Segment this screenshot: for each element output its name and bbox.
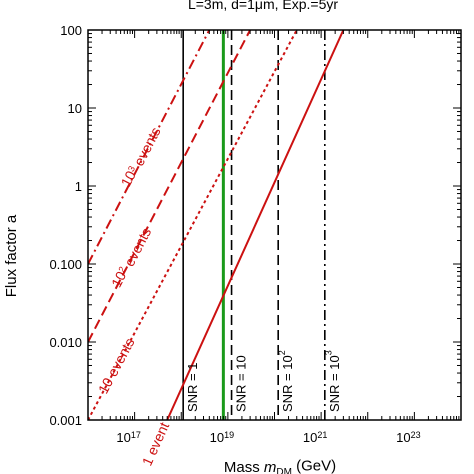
series-label-1: 10 events: [95, 335, 138, 396]
x-axis-label: Mass mDM (GeV): [224, 458, 336, 474]
x-tick-label: 1019: [210, 430, 234, 445]
y-tick-label: 1: [75, 179, 82, 194]
series-label-3: 103 events: [117, 124, 163, 191]
axis-ticks: 100 10 1 0.100 0.010 0.001 1017 1019 1021 1023: [49, 23, 462, 445]
series-line-3: [88, 30, 211, 265]
y-axis-label: Flux factor a: [3, 214, 20, 297]
plot-area: SNR = 1 SNR = 10 SNR = 102 SNR = 103 1 event…: [88, 30, 345, 469]
chart-title: L=3m, d=1μm, Exp.=5yr: [188, 0, 338, 12]
series-line-0: [166, 30, 345, 420]
y-tick-label: 0.001: [49, 413, 82, 428]
y-tick-label: 100: [60, 23, 82, 38]
series-line-1: [88, 30, 298, 420]
vline-label-0: SNR = 1: [185, 363, 200, 413]
series-label-2: 102 events: [108, 224, 154, 291]
x-tick-label: 1021: [303, 430, 327, 445]
vline-label-4: SNR = 103: [324, 350, 341, 412]
x-tick-label: 1023: [396, 430, 420, 445]
y-axis-label-group: Flux factor a: [3, 214, 20, 297]
x-tick-label: 1017: [116, 430, 140, 445]
y-tick-label: 10: [68, 101, 82, 116]
series-label-0: 1 event: [139, 420, 173, 469]
series-line-2: [88, 30, 252, 343]
clipped-area: [88, 30, 345, 420]
y-tick-label: 0.010: [49, 335, 82, 350]
y-tick-label: 0.100: [49, 257, 82, 272]
plot-frame: [87, 29, 462, 421]
vline-label-2: SNR = 10: [233, 355, 248, 412]
vline-label-3: SNR = 102: [277, 350, 294, 412]
